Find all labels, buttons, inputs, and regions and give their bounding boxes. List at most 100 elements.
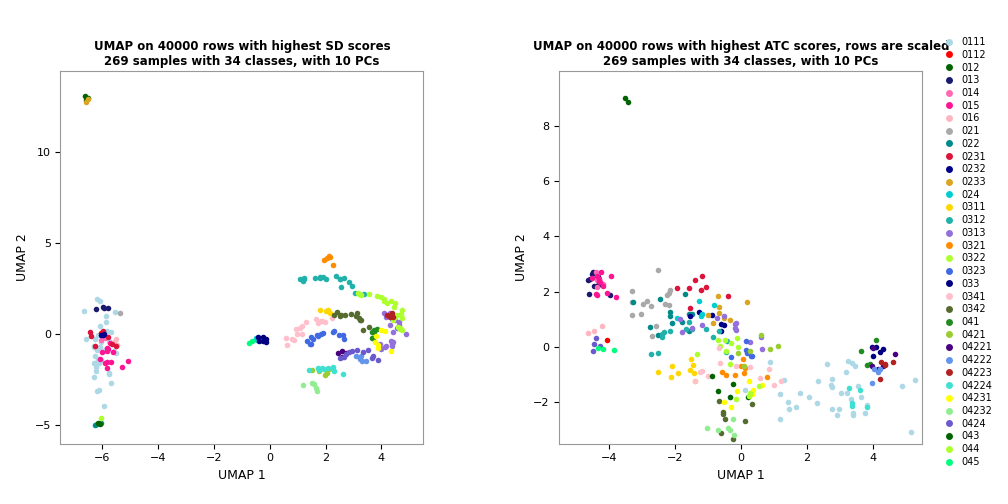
Point (114, 362, 130, 370)
Point (940, 389, 957, 397)
Point (344, 347, 360, 355)
Point (86, 359, 102, 367)
Point (717, 336, 733, 344)
Point (337, 274, 353, 282)
Point (99, 358, 115, 366)
Legend: 0111, 0112, 012, 013, 014, 015, 016, 021, 022, 0231, 0232, 0233, 024, 0311, 0312: 0111, 0112, 012, 013, 014, 015, 016, 021… (937, 35, 995, 469)
Point (859, 403, 875, 411)
Point (709, 314, 725, 322)
Point (673, 329, 689, 337)
Point (95, 331, 111, 339)
Point (839, 389, 855, 397)
Point (86, 343, 102, 351)
Point (585, 347, 601, 355)
Point (382, 321, 398, 329)
Point (295, 277, 311, 285)
Point (319, 275, 335, 283)
Point (318, 371, 334, 379)
Point (674, 318, 690, 326)
Point (745, 386, 761, 394)
Point (310, 366, 327, 374)
Point (348, 312, 364, 321)
Point (664, 361, 680, 369)
Point (669, 284, 685, 292)
Point (887, 349, 903, 357)
Point (684, 325, 701, 333)
Point (830, 411, 846, 419)
Point (95, 303, 111, 311)
Point (92, 359, 108, 367)
Point (305, 335, 322, 343)
Point (94, 338, 110, 346)
Point (742, 389, 758, 397)
Point (680, 328, 697, 336)
Point (634, 300, 650, 308)
Point (593, 268, 609, 276)
Point (311, 366, 328, 374)
Point (99, 347, 115, 355)
Point (244, 337, 260, 345)
Title: UMAP on 40000 rows with highest SD scores
269 samples with 34 classes, with 10 P: UMAP on 40000 rows with highest SD score… (94, 40, 390, 68)
Point (682, 312, 699, 320)
Point (336, 335, 352, 343)
Point (96, 402, 112, 410)
Point (710, 336, 726, 344)
Point (862, 360, 878, 368)
Point (642, 323, 658, 331)
Point (339, 350, 355, 358)
Point (95, 329, 111, 337)
Point (845, 399, 861, 407)
Point (308, 387, 325, 395)
Point (730, 343, 746, 351)
Point (78, 98, 94, 106)
Point (735, 355, 751, 363)
Point (278, 334, 294, 342)
Point (93, 336, 109, 344)
Point (308, 331, 325, 339)
Point (106, 338, 122, 346)
Point (727, 324, 743, 332)
Point (877, 360, 893, 368)
Point (649, 331, 665, 339)
Point (343, 309, 359, 318)
Point (723, 360, 739, 368)
Point (392, 325, 408, 333)
Title: UMAP on 40000 rows with highest ATC scores, rows are scaled
269 samples with 34 : UMAP on 40000 rows with highest ATC scor… (532, 40, 950, 68)
Point (584, 270, 600, 278)
Point (700, 372, 716, 380)
Point (90, 419, 106, 427)
Point (758, 373, 774, 382)
Point (731, 349, 747, 357)
Point (754, 381, 770, 389)
Point (592, 342, 608, 350)
Point (365, 352, 381, 360)
Point (620, 97, 636, 105)
Point (334, 353, 350, 361)
Point (356, 326, 372, 334)
Point (80, 95, 96, 103)
Point (859, 361, 875, 369)
Point (780, 398, 796, 406)
Point (662, 328, 678, 336)
Point (872, 348, 888, 356)
Point (254, 333, 270, 341)
Point (91, 386, 107, 394)
Point (723, 403, 739, 411)
Point (79, 96, 95, 104)
Point (704, 372, 720, 380)
Point (241, 339, 257, 347)
Point (89, 366, 105, 374)
Point (691, 297, 708, 305)
Point (726, 415, 742, 423)
Point (86, 373, 102, 381)
Point (654, 333, 670, 341)
Point (669, 313, 685, 322)
Point (283, 335, 299, 343)
Point (103, 358, 119, 366)
Point (379, 311, 395, 319)
Point (353, 291, 369, 299)
Point (582, 290, 598, 298)
Point (868, 336, 884, 344)
Point (393, 310, 409, 319)
Point (754, 345, 770, 353)
